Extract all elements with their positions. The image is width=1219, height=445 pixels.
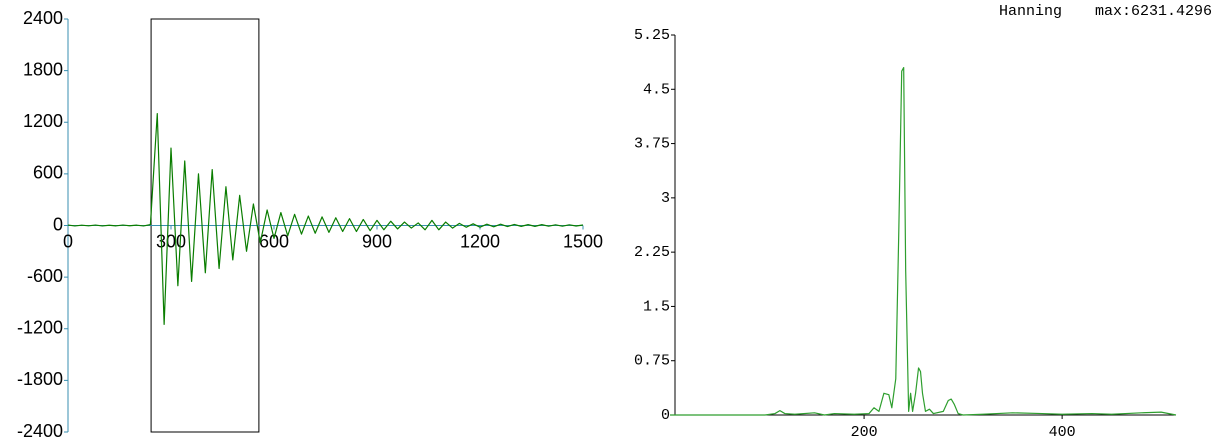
x-tick-label: 400 bbox=[1049, 424, 1076, 441]
y-tick-label: -1200 bbox=[17, 318, 63, 338]
x-tick-label: 1500 bbox=[563, 231, 603, 251]
y-tick-label: 3.75 bbox=[634, 136, 670, 153]
y-tick-label: 1800 bbox=[23, 59, 63, 79]
y-tick-label: 4.5 bbox=[643, 81, 670, 98]
data-line bbox=[670, 66, 1177, 416]
y-tick-label: 0.75 bbox=[634, 353, 670, 370]
x-tick-label: 900 bbox=[362, 231, 392, 251]
x-tick-label: 300 bbox=[156, 231, 186, 251]
y-tick-label: 2.25 bbox=[634, 244, 670, 261]
x-tick-label: 600 bbox=[259, 231, 289, 251]
y-tick-label: -600 bbox=[27, 266, 63, 286]
y-tick-label: 3 bbox=[661, 190, 670, 207]
data-line bbox=[67, 113, 584, 326]
window-label: Hanning bbox=[999, 3, 1062, 20]
y-tick-label: 1.5 bbox=[643, 298, 670, 315]
max-label: max:6231.4296 bbox=[1095, 3, 1212, 20]
x-tick-label: 200 bbox=[851, 424, 878, 441]
y-tick-label: -1800 bbox=[17, 369, 63, 389]
y-tick-label: 2400 bbox=[23, 8, 63, 28]
x-tick-label: 1200 bbox=[460, 231, 500, 251]
y-tick-label: 1200 bbox=[23, 111, 63, 131]
x-tick-label: 0 bbox=[63, 231, 73, 251]
y-tick-label: 600 bbox=[33, 163, 63, 183]
y-tick-label: 5.25 bbox=[634, 27, 670, 44]
y-tick-label: 0 bbox=[53, 214, 63, 234]
y-tick-label: -2400 bbox=[17, 421, 63, 441]
y-tick-label: 0 bbox=[661, 407, 670, 424]
